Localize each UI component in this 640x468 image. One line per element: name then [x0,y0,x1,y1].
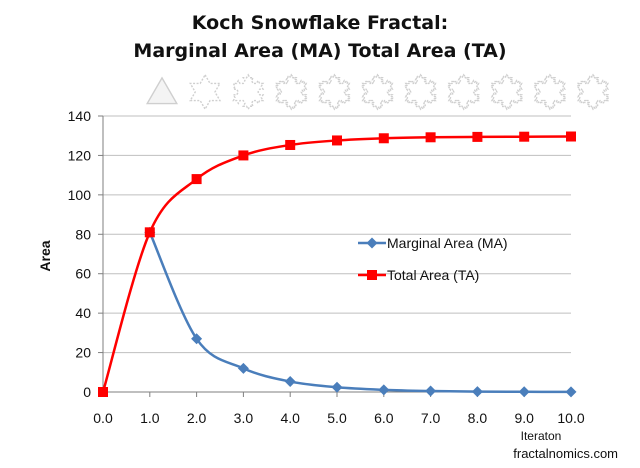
koch-snowflake-icon [318,73,351,111]
koch-snowflake-icon [145,76,179,105]
data-point-ta [98,387,108,397]
legend-label-ta: Total Area (TA) [387,267,479,283]
koch-snowflake-icon [189,73,222,111]
y-tick-label: 100 [68,187,92,203]
y-tick-label: 40 [75,305,91,321]
x-tick-label: 1.0 [140,410,160,426]
data-point-ta [332,135,342,146]
data-point-ta [519,131,530,142]
credit-text: fractalnomics.com [513,446,618,461]
x-tick-label: 6.0 [374,410,394,426]
y-tick-label: 60 [75,266,91,282]
legend-item-ta: Total Area (TA) [358,267,479,283]
legend: Marginal Area (MA) Total Area (TA) [358,235,508,283]
koch-snowflake-icon [404,73,437,111]
x-tick-label: 9.0 [514,410,534,426]
data-point-ta [425,132,436,143]
koch-snowflake-icon [576,73,610,111]
koch-snowflake-icon [533,73,566,111]
data-point-ma [425,385,437,397]
x-tick-label: 4.0 [280,410,300,426]
koch-snowflake-icon [361,73,394,111]
data-point-ta [285,139,296,150]
series-line-ta [101,135,572,393]
data-point-ta [238,150,249,161]
koch-snowflake-icon [447,73,480,111]
y-tick-label: 120 [68,147,92,163]
data-point-ta [566,131,576,142]
data-point-ma [378,384,390,396]
chart-title: Koch Snowflake Fractal: [191,12,449,34]
data-point-ta [144,227,155,238]
series-ma [144,226,577,398]
x-tick-label: 7.0 [421,410,441,426]
legend-marker-ma [366,237,378,249]
data-point-ma [284,376,296,388]
data-point-ma [191,333,203,345]
series [98,131,577,398]
axes [98,115,572,397]
chart-subtitle: Marginal Area (MA) Total Area (TA) [133,40,507,62]
data-point-ma [471,386,483,398]
legend-label-ma: Marginal Area (MA) [387,235,508,251]
gridlines [103,115,571,354]
y-tick-label: 80 [75,226,91,242]
x-tick-label: 2.0 [187,410,207,426]
snowflake-iteration-strip [145,73,610,111]
data-point-ma [518,386,530,398]
x-axis-label: Iteraton [521,429,562,443]
data-point-ma [237,362,249,374]
y-tick-label: 0 [83,384,91,400]
data-point-ta [191,174,202,185]
tick-labels: 0 20 40 60 80 100 120 140 0.0 1.0 2.0 3.0 4.0 5.0 6.0 7… [68,108,585,426]
x-tick-label: 5.0 [327,410,347,426]
x-tick-label: 8.0 [468,410,488,426]
data-point-ma [565,386,577,398]
y-axis-label: Area [37,240,53,271]
series-line-ma [148,231,572,394]
koch-snowflake-icon [275,73,308,111]
series-ta [98,131,576,397]
data-point-ta [472,131,483,142]
x-tick-label: 10.0 [557,410,584,426]
data-point-ma [331,381,343,393]
koch-snowflake-icon [232,73,265,111]
y-tick-label: 140 [68,108,92,124]
legend-marker-ta [367,270,377,280]
y-tick-label: 20 [75,345,91,361]
legend-item-ma: Marginal Area (MA) [358,235,508,251]
koch-snowflake-icon [490,73,523,111]
x-tick-label: 3.0 [234,410,254,426]
data-point-ta [378,133,389,144]
x-tick-label: 0.0 [93,410,113,426]
